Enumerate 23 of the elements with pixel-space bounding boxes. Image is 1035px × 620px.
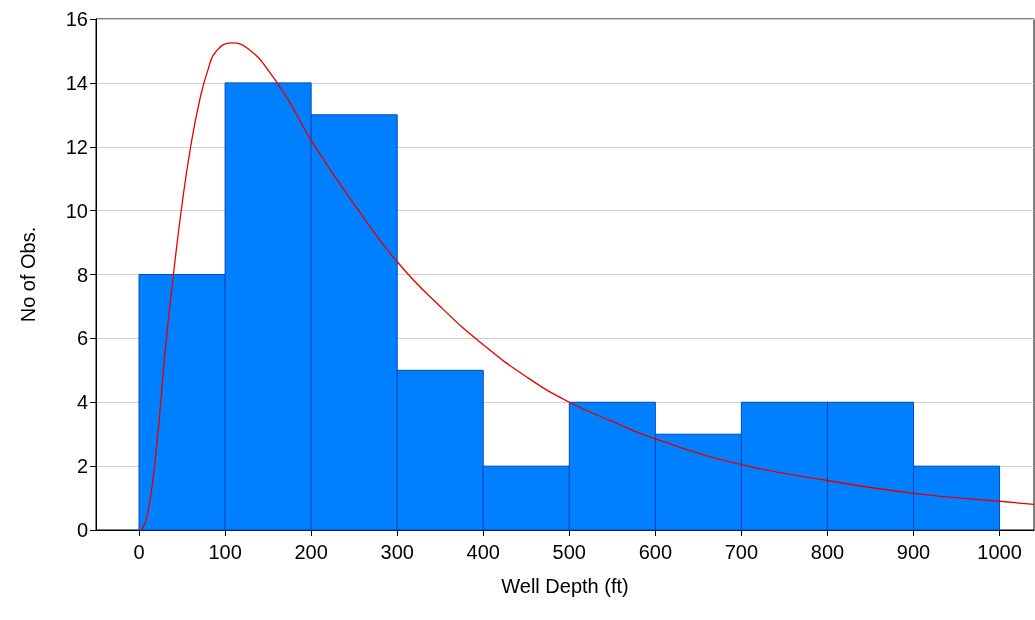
y-tick-label: 4 bbox=[76, 391, 88, 414]
x-tick-label: 1000 bbox=[977, 541, 1022, 563]
x-tick-label: 100 bbox=[208, 541, 242, 563]
y-tick-label: 0 bbox=[76, 519, 88, 541]
x-tick-label: 400 bbox=[466, 541, 500, 563]
x-tick-label: 700 bbox=[724, 541, 759, 563]
y-axis-title: No of Obs. bbox=[17, 226, 39, 323]
x-axis-title: Well Depth (ft) bbox=[501, 575, 629, 597]
line-series bbox=[140, 42, 1035, 531]
x-tick-label: 600 bbox=[638, 541, 673, 563]
y-tick-label: 10 bbox=[65, 199, 88, 222]
y-tick-label: 2 bbox=[76, 455, 88, 478]
y-tick-label: 8 bbox=[76, 263, 88, 286]
x-tick-label: 0 bbox=[133, 541, 145, 563]
y-tick-label: 12 bbox=[65, 135, 88, 158]
x-tick-label: 300 bbox=[380, 541, 414, 563]
x-tick-label: 900 bbox=[896, 541, 931, 563]
x-tick-label: 500 bbox=[552, 541, 586, 563]
x-tick-label: 200 bbox=[294, 541, 328, 563]
y-tick-label: 14 bbox=[65, 71, 88, 94]
x-tick-label: 800 bbox=[810, 541, 845, 563]
y-tick-label: 6 bbox=[76, 327, 88, 350]
y-tick-label: 16 bbox=[65, 8, 88, 30]
